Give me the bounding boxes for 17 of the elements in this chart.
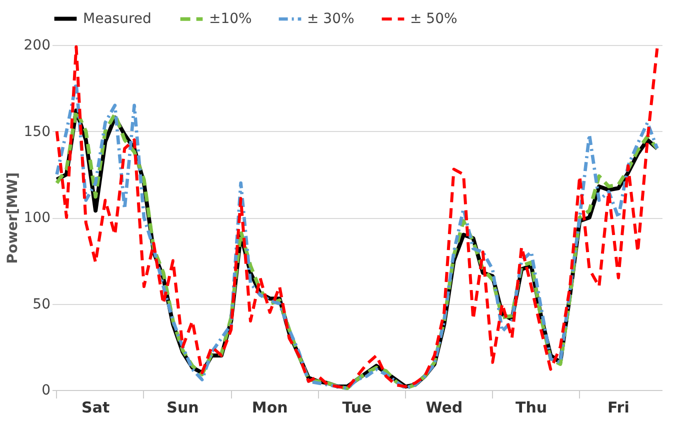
x-tick-label: Thu (515, 398, 548, 416)
x-tick-label: Wed (426, 398, 463, 416)
x-tick-label: Fri (608, 398, 630, 416)
x-tick-label: Sun (166, 398, 199, 416)
x-tick-label: Tue (342, 398, 372, 416)
x-tick-label: Sat (82, 398, 110, 416)
y-tick-label: 150 (24, 124, 50, 140)
y-tick-label: 50 (32, 296, 50, 312)
x-tick-label: Mon (252, 398, 288, 416)
legend-label: Measured (83, 10, 152, 27)
legend-label: ±10% (209, 11, 252, 28)
y-tick-label: 100 (24, 210, 50, 226)
y-axis-title: Power[MW] (4, 172, 21, 264)
legend-label: ± 50% (410, 11, 458, 27)
y-tick-label: 200 (24, 38, 50, 54)
legend-label: ± 30% (307, 11, 354, 27)
y-tick-label: 0 (42, 382, 50, 398)
